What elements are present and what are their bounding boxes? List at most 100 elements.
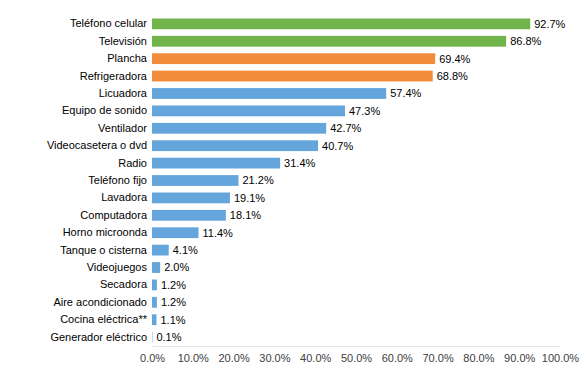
tick: Lavadora: [101, 191, 148, 203]
axis-line: [153, 346, 561, 347]
category-axis: Teléfono celular Televisión Plancha Refrige…: [47, 17, 148, 342]
bar: [152, 123, 326, 134]
bar: [152, 36, 506, 47]
data-label: 21.2%: [242, 174, 273, 186]
category-label: Radio: [118, 157, 147, 169]
tick: Tanque o cisterna: [60, 244, 148, 256]
category-label: Tanque o cisterna: [60, 244, 148, 256]
data-label: 18.1%: [230, 209, 261, 221]
data-label: 69.4%: [439, 53, 470, 65]
tick: 30.0%: [259, 346, 290, 364]
category-label: Videojuegos: [87, 261, 148, 273]
tick: Equipo de sonido: [62, 104, 147, 116]
bar: [152, 158, 280, 169]
bar: [152, 262, 160, 273]
tick: Secadora: [100, 278, 148, 290]
bar: [152, 332, 153, 343]
tick: Plancha: [107, 52, 148, 64]
tick-label: 70.0%: [422, 352, 453, 364]
category-label: Teléfono celular: [70, 17, 147, 29]
category-label: Aire acondicionado: [53, 296, 147, 308]
tick-label: 80.0%: [463, 352, 494, 364]
tick-label: 0.0%: [140, 352, 165, 364]
data-label: 92.7%: [534, 18, 565, 30]
bar: [152, 245, 169, 256]
data-label: 11.4%: [203, 227, 234, 239]
data-label: 1.2%: [161, 296, 186, 308]
tick: 60.0%: [382, 346, 413, 364]
tick-label: 30.0%: [259, 352, 290, 364]
data-label: 31.4%: [284, 157, 315, 169]
tick: 100.0%: [542, 346, 580, 364]
tick: Videojuegos: [87, 261, 148, 273]
tick-label: 50.0%: [341, 352, 372, 364]
data-label: 68.8%: [437, 70, 468, 82]
bar: [152, 314, 156, 325]
data-label: 57.4%: [390, 87, 421, 99]
category-label: Teléfono fijo: [88, 174, 147, 186]
category-label: Televisión: [99, 35, 147, 47]
category-label: Equipo de sonido: [62, 104, 147, 116]
tick: 80.0%: [463, 346, 494, 364]
tick-label: 90.0%: [504, 352, 535, 364]
category-label: Ventilador: [98, 122, 147, 134]
bar: [152, 280, 157, 291]
category-label: Lavadora: [101, 191, 148, 203]
tick: Computadora: [80, 209, 148, 221]
tick-label: 10.0%: [178, 352, 209, 364]
data-label: 2.0%: [164, 261, 189, 273]
bar: [152, 140, 318, 151]
bar: [152, 105, 345, 116]
bar: [152, 18, 530, 29]
chart: 0.0% 10.0% 20.0% 30.0% 40.0% 50.0% 60.0% 70.0% 8…: [0, 0, 582, 376]
tick: 70.0%: [422, 346, 453, 364]
bar: [152, 227, 199, 238]
category-label: Videocasetera o dvd: [47, 139, 147, 151]
data-label: 1.2%: [161, 279, 186, 291]
data-label: 42.7%: [330, 122, 361, 134]
bar: [152, 193, 230, 204]
tick: Refrigeradora: [80, 70, 148, 82]
data-label: 0.1%: [156, 331, 181, 343]
tick: 40.0%: [300, 346, 331, 364]
plot: 0.0% 10.0% 20.0% 30.0% 40.0% 50.0% 60.0% 70.0% 8…: [47, 17, 579, 363]
tick-label: 20.0%: [218, 352, 249, 364]
category-label: Cocina eléctrica**: [60, 313, 148, 325]
tick: Horno microonda: [63, 226, 148, 238]
bar: [152, 88, 386, 99]
data-label: 86.8%: [510, 35, 541, 47]
tick: Radio: [118, 157, 147, 169]
category-label: Secadora: [100, 278, 148, 290]
category-label: Horno microonda: [63, 226, 148, 238]
tick: Licuadora: [99, 87, 148, 99]
category-label: Computadora: [80, 209, 148, 221]
tick: Videocasetera o dvd: [47, 139, 147, 151]
tick: 90.0%: [504, 346, 535, 364]
category-label: Generador eléctrico: [50, 331, 147, 343]
tick-label: 100.0%: [542, 352, 580, 364]
data-label: 47.3%: [349, 105, 380, 117]
bar: [152, 297, 157, 308]
bar: [152, 210, 226, 221]
tick: 10.0%: [178, 346, 209, 364]
bar: [152, 175, 238, 186]
value-axis: 0.0% 10.0% 20.0% 30.0% 40.0% 50.0% 60.0% 70.0% 8…: [140, 346, 579, 364]
bar: [152, 53, 435, 64]
data-labels: 92.7% 86.8% 69.4% 68.8% 57.4% 47.3% 42.7% 40.7%…: [156, 18, 565, 343]
tick: 20.0%: [218, 346, 249, 364]
tick: Teléfono fijo: [88, 174, 147, 186]
category-label: Licuadora: [99, 87, 148, 99]
data-label: 4.1%: [173, 244, 198, 256]
data-label: 1.1%: [160, 314, 185, 326]
bars: [152, 18, 530, 342]
tick: Cocina eléctrica**: [60, 313, 148, 325]
tick-label: 60.0%: [382, 352, 413, 364]
tick: 0.0%: [140, 346, 165, 364]
tick: Ventilador: [98, 122, 147, 134]
data-label: 19.1%: [234, 192, 265, 204]
tick: Generador eléctrico: [50, 331, 147, 343]
tick: Teléfono celular: [70, 17, 147, 29]
data-label: 40.7%: [322, 140, 353, 152]
tick: Aire acondicionado: [53, 296, 147, 308]
tick: Televisión: [99, 35, 147, 47]
